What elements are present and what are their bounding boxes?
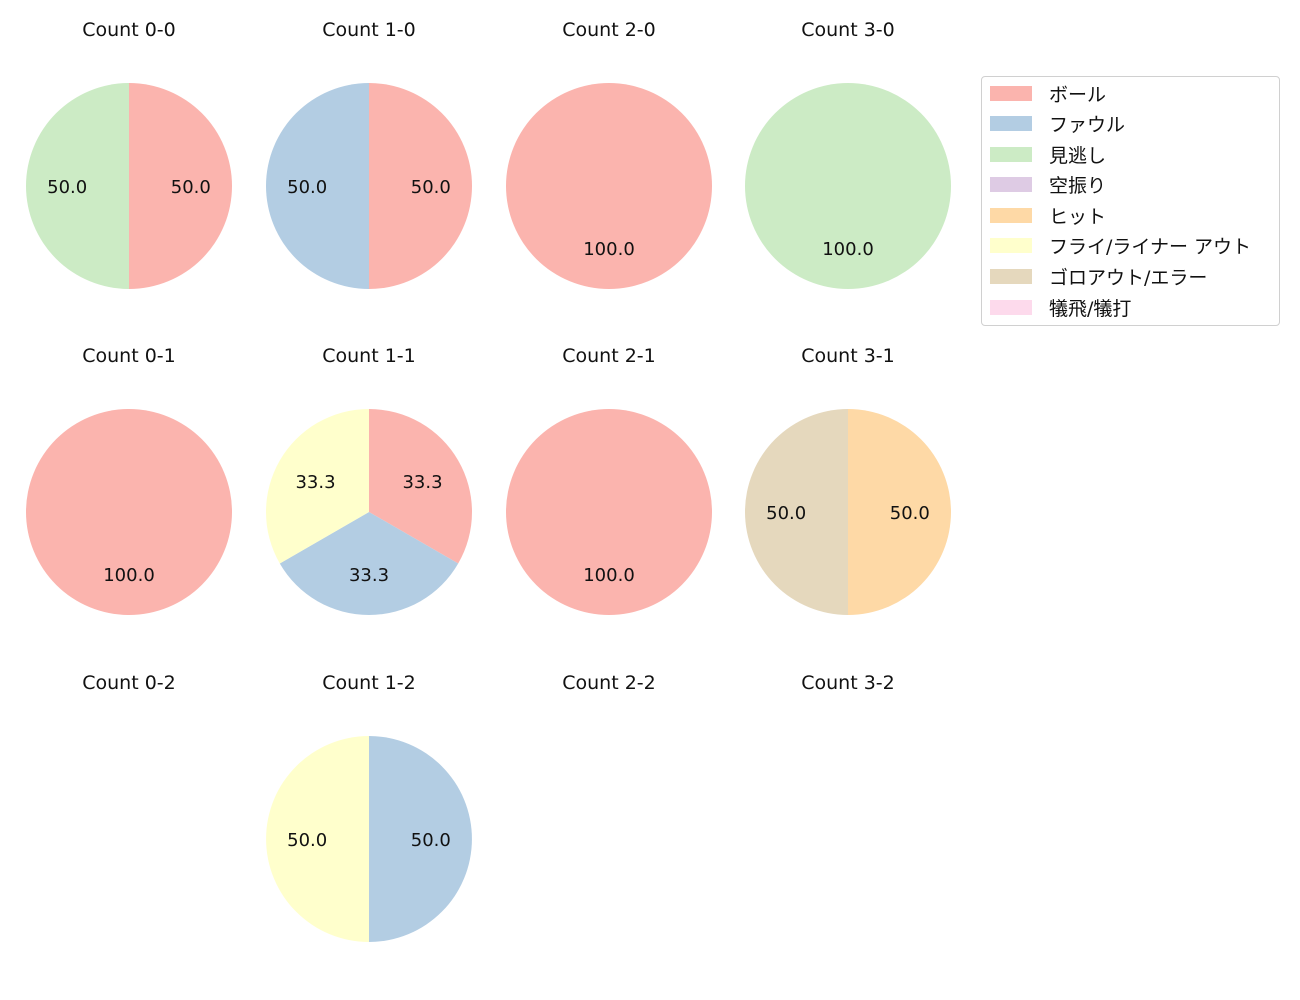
pie-slice [369, 83, 472, 289]
pie-slice [506, 83, 712, 289]
subplot-title: Count 1-1 [322, 345, 416, 367]
subplot-title: Count 3-0 [801, 19, 895, 41]
legend-item: ゴロアウト/エラー [990, 266, 1207, 289]
legend-swatch [990, 237, 1032, 253]
pie-slice [745, 409, 848, 615]
subplot-title: Count 2-1 [562, 345, 656, 367]
subplot-title: Count 3-2 [801, 672, 895, 694]
slice-label: 50.0 [411, 177, 451, 198]
pie-slice [848, 409, 951, 615]
slice-label: 50.0 [287, 177, 327, 198]
pie-subplot: Count 0-1 100.0 [26, 345, 232, 615]
legend-item: ヒット [990, 205, 1106, 228]
pie-subplot: Count 3-2 [801, 672, 895, 694]
legend-swatch [990, 268, 1032, 284]
legend-label: ゴロアウト/エラー [1049, 266, 1208, 289]
legend-item: 犠飛/犠打 [990, 297, 1131, 320]
legend-item: フライ/ライナー アウト [990, 235, 1251, 258]
legend-label: 空振り [1049, 174, 1107, 197]
pie-slice [26, 83, 129, 289]
legend-label: フライ/ライナー アウト [1049, 235, 1252, 258]
legend-label: ファウル [1049, 113, 1126, 136]
slice-label: 50.0 [890, 503, 930, 524]
slice-label: 33.3 [295, 472, 335, 493]
pie-subplot: Count 1-2 50.0 50.0 [266, 672, 472, 942]
pie-subplot: Count 1-0 50.0 50.0 [266, 19, 472, 289]
subplot-title: Count 2-2 [562, 672, 656, 694]
slice-label: 100.0 [583, 239, 635, 260]
chart-legend: ボール ファウル 見逃し 空振り ヒット フライ/ライナー アウト ゴロアウト/… [981, 76, 1280, 326]
legend-swatch [990, 207, 1032, 223]
pie-subplot: Count 1-1 33.3 33.3 33.3 [266, 345, 472, 615]
subplot-title: Count 3-1 [801, 345, 895, 367]
pie-subplot: Count 3-0 100.0 [745, 19, 951, 289]
legend-swatch [990, 85, 1032, 101]
slice-label: 50.0 [47, 177, 87, 198]
legend-swatch [990, 176, 1032, 192]
subplot-title: Count 0-0 [82, 19, 176, 41]
pie-subplot: Count 0-2 [82, 672, 176, 694]
slice-label: 50.0 [287, 830, 327, 851]
legend-item: 見逃し [990, 144, 1106, 167]
slice-label: 33.3 [402, 472, 442, 493]
pie-subplot: Count 3-1 50.0 50.0 [745, 345, 951, 615]
pie-slice [369, 409, 472, 564]
pie-slice [745, 83, 951, 289]
pie-slice [26, 409, 232, 615]
slice-label: 50.0 [171, 177, 211, 198]
slice-label: 100.0 [822, 239, 874, 260]
legend-swatch [990, 115, 1032, 131]
legend-swatch [990, 299, 1032, 315]
pie-slice [266, 83, 369, 289]
legend-item: ファウル [990, 113, 1125, 136]
legend-item: ボール [990, 83, 1106, 106]
subplot-title: Count 1-2 [322, 672, 416, 694]
legend-label: ヒット [1049, 205, 1107, 228]
pie-slice [369, 736, 472, 942]
pie-subplot: Count 2-2 [562, 672, 656, 694]
subplot-title: Count 2-0 [562, 19, 656, 41]
pie-subplot: Count 2-0 100.0 [506, 19, 712, 289]
pie-slice [266, 736, 369, 942]
pie-slice [129, 83, 232, 289]
slice-label: 50.0 [766, 503, 806, 524]
slice-label: 33.3 [349, 565, 389, 586]
slice-label: 100.0 [103, 565, 155, 586]
pie-slice [266, 409, 369, 564]
legend-item: 空振り [990, 174, 1106, 197]
pie-subplot: Count 2-1 100.0 [506, 345, 712, 615]
pie-subplot: Count 0-0 50.0 50.0 [26, 19, 232, 289]
subplot-title: Count 0-1 [82, 345, 176, 367]
subplot-title: Count 0-2 [82, 672, 176, 694]
legend-label: 見逃し [1049, 144, 1107, 167]
legend-swatch [990, 146, 1032, 162]
subplot-title: Count 1-0 [322, 19, 416, 41]
legend-label: ボール [1049, 83, 1107, 106]
pie-slice [506, 409, 712, 615]
legend-label: 犠飛/犠打 [1049, 297, 1132, 320]
slice-label: 50.0 [411, 830, 451, 851]
slice-label: 100.0 [583, 565, 635, 586]
